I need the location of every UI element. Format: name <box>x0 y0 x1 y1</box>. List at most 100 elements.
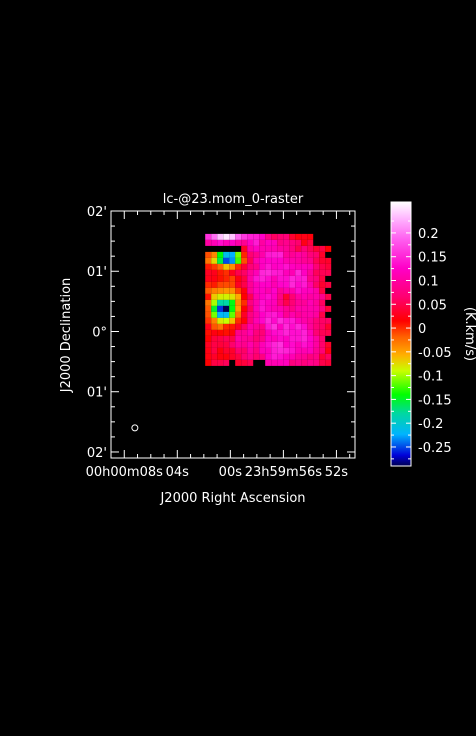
raster-pixel <box>289 275 296 282</box>
raster-pixel <box>271 305 278 312</box>
raster-pixel <box>289 359 296 366</box>
raster-pixel <box>277 353 284 360</box>
colorbar-tick-label: 0.15 <box>418 251 447 266</box>
colorbar-tick-label: 0.2 <box>418 227 439 242</box>
raster-pixel <box>325 257 332 264</box>
raster-pixel <box>325 341 332 348</box>
raster-pixel <box>277 329 284 336</box>
raster-pixel <box>289 251 296 258</box>
raster-pixel <box>271 263 278 270</box>
raster-pixel <box>313 299 320 306</box>
raster-pixel <box>307 257 314 264</box>
raster-pixel <box>319 299 326 306</box>
raster-pixel <box>307 233 314 240</box>
raster-pixel <box>229 239 236 246</box>
raster-pixel <box>241 233 248 240</box>
raster-pixel <box>229 335 236 342</box>
raster-pixel <box>307 347 314 354</box>
raster-pixel <box>241 323 248 330</box>
raster-pixel <box>283 287 290 294</box>
raster-pixel <box>295 359 302 366</box>
raster-pixel <box>301 233 308 240</box>
raster-pixel <box>253 305 260 312</box>
raster-pixel <box>277 239 284 246</box>
raster-pixel <box>241 335 248 342</box>
raster-pixel <box>205 239 212 246</box>
raster-pixel <box>319 359 326 366</box>
raster-pixel <box>265 359 272 366</box>
raster-pixel <box>229 347 236 354</box>
raster-pixel <box>265 341 272 348</box>
raster-pixel <box>253 335 260 342</box>
raster-pixel <box>247 245 254 252</box>
plot-frame <box>110 210 356 459</box>
raster-pixel <box>307 269 314 276</box>
raster-pixel <box>319 341 326 348</box>
raster-pixel <box>223 293 230 300</box>
raster-pixel <box>295 263 302 270</box>
raster-pixel <box>313 347 320 354</box>
raster-pixel <box>319 323 326 330</box>
raster-pixel <box>271 287 278 294</box>
raster-pixel <box>217 251 224 258</box>
raster-pixel <box>301 317 308 324</box>
raster-pixel <box>319 269 326 276</box>
raster-pixel <box>277 359 284 366</box>
raster-pixel <box>217 317 224 324</box>
raster-pixel <box>289 299 296 306</box>
raster-pixel <box>247 239 254 246</box>
raster-pixel <box>325 317 332 324</box>
raster-pixel <box>319 287 326 294</box>
x-axis-ticks <box>110 211 351 458</box>
raster-pixel <box>211 233 218 240</box>
raster-pixel <box>265 263 272 270</box>
raster-pixel <box>253 245 260 252</box>
raster-pixel <box>283 299 290 306</box>
raster-pixel <box>277 335 284 342</box>
raster-pixel <box>253 233 260 240</box>
raster-pixel <box>205 233 212 240</box>
raster-pixel <box>313 263 320 270</box>
colorbar-ticks <box>391 220 411 460</box>
raster-pixel <box>295 335 302 342</box>
raster-pixel <box>295 257 302 264</box>
raster-pixel <box>217 281 224 288</box>
raster-pixel <box>205 305 212 312</box>
raster-pixel <box>229 233 236 240</box>
raster-pixel <box>211 275 218 282</box>
raster-pixel <box>325 347 332 354</box>
raster-pixel <box>295 329 302 336</box>
raster-pixel <box>259 257 266 264</box>
raster-pixel <box>217 341 224 348</box>
raster-pixel <box>277 317 284 324</box>
raster-pixel <box>235 275 242 282</box>
raster-pixel <box>211 353 218 360</box>
x-tick-label: 04s <box>166 465 190 480</box>
raster-pixel <box>223 359 230 366</box>
raster-pixel <box>277 305 284 312</box>
raster-pixel <box>235 347 242 354</box>
raster-pixel <box>289 287 296 294</box>
heatmap-raster <box>205 233 332 366</box>
raster-pixel <box>229 317 236 324</box>
raster-pixel <box>259 239 266 246</box>
raster-pixel <box>217 329 224 336</box>
raster-pixel <box>235 311 242 318</box>
raster-pixel <box>211 281 218 288</box>
raster-pixel <box>253 275 260 282</box>
raster-pixel <box>229 263 236 270</box>
raster-pixel <box>211 299 218 306</box>
raster-pixel <box>223 317 230 324</box>
colorbar-tick-label: -0.1 <box>418 370 443 385</box>
colorbar-label: (K.km/s) <box>462 307 476 361</box>
raster-pixel <box>253 299 260 306</box>
raster-pixel <box>229 287 236 294</box>
raster-pixel <box>205 317 212 324</box>
raster-pixel <box>283 347 290 354</box>
raster-pixel <box>289 233 296 240</box>
raster-pixel <box>229 275 236 282</box>
raster-pixel <box>319 251 326 258</box>
raster-pixel <box>229 251 236 258</box>
colorbar-tick-labels: 0.2 0.15 0.1 0.05 0 -0.05 -0.1 -0.15 -0.2 -0.25 <box>418 227 452 456</box>
raster-pixel <box>283 263 290 270</box>
